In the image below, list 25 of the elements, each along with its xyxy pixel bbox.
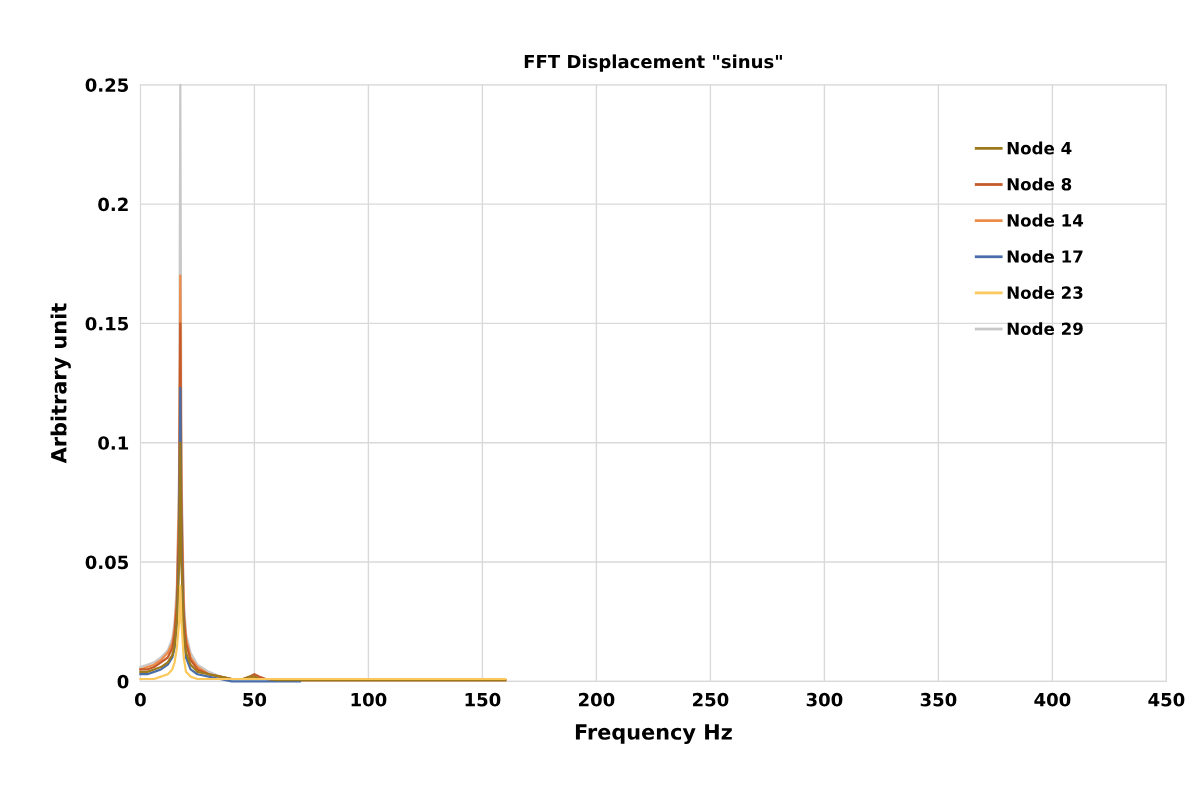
legend-label: Node 23 <box>1007 286 1083 299</box>
x-tick-label: 450 <box>1148 692 1185 707</box>
chart-title: FFT Displacement "sinus" <box>524 54 782 72</box>
x-tick-label: 250 <box>692 692 729 707</box>
x-tick-label: 350 <box>920 692 957 707</box>
x-tick-label: 200 <box>578 692 615 707</box>
y-tick-label: 0.2 <box>98 197 128 212</box>
legend-label: Node 29 <box>1007 322 1083 336</box>
x-tick-label: 300 <box>806 692 843 707</box>
x-tick-label: 150 <box>465 692 501 707</box>
y-axis-title: Arbitrary unit <box>50 303 71 464</box>
x-tick-label: 50 <box>243 692 267 707</box>
x-tick-label: 400 <box>1034 692 1071 707</box>
legend-label: Node 17 <box>1007 249 1083 263</box>
y-tick-label: 0.1 <box>98 436 129 450</box>
y-tick-label: 0.15 <box>85 316 129 331</box>
x-tick-label: 0 <box>134 692 146 707</box>
x-axis-title: Frequency Hz <box>575 724 732 745</box>
legend-label: Node 8 <box>1007 177 1072 191</box>
legend-label: Node 14 <box>1007 213 1084 227</box>
y-tick-label: 0.05 <box>85 555 129 570</box>
y-tick-label: 0 <box>117 674 129 689</box>
y-tick-label: 0.25 <box>85 78 129 92</box>
legend-label: Node 4 <box>1007 141 1072 155</box>
x-tick-label: 100 <box>351 692 387 707</box>
